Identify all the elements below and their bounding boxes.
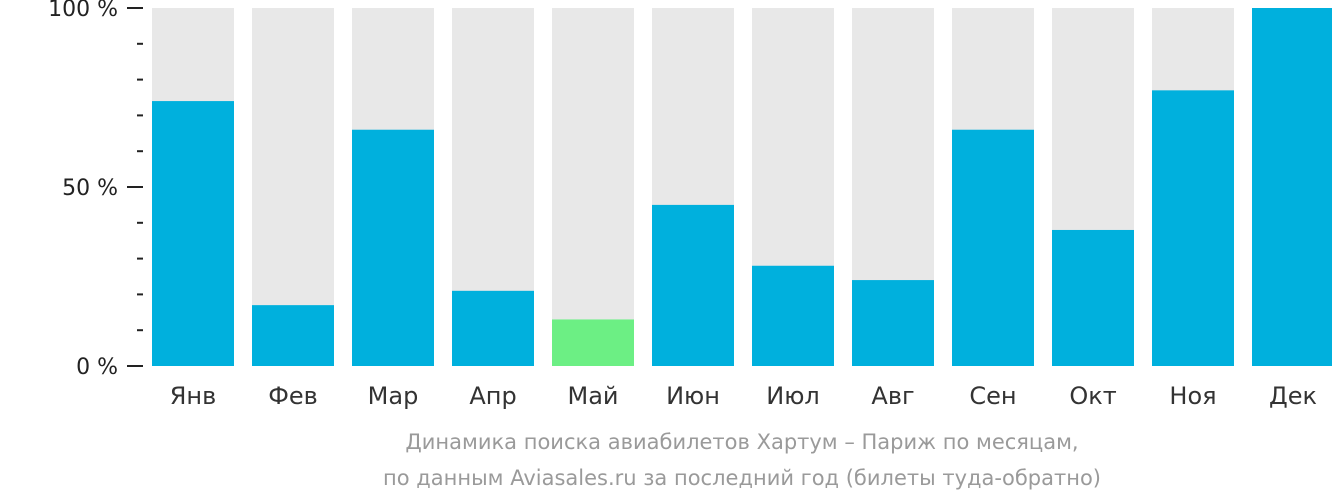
x-tick-label: Июл — [766, 382, 820, 410]
x-tick-label: Мар — [368, 382, 419, 410]
x-tick-label: Окт — [1069, 382, 1116, 410]
bar-track — [552, 8, 634, 366]
y-tick-label: 100 % — [48, 0, 118, 22]
y-tick-label: 50 % — [62, 176, 118, 201]
caption-line-2: по данным Aviasales.ru за последний год … — [383, 466, 1101, 490]
bar — [1252, 8, 1332, 366]
x-tick-label: Фев — [268, 382, 318, 410]
y-tick-label: 0 % — [76, 355, 118, 380]
bar — [1152, 90, 1234, 366]
bar — [452, 290, 534, 366]
bar-chart: 100 % 50 % 0 % Янв Фев Мар Апр Май Июн Июл Авг Сен… — [48, 0, 1332, 410]
bar — [252, 305, 334, 366]
bar — [552, 319, 634, 366]
x-tick-label: Ноя — [1169, 382, 1216, 410]
x-tick-label: Июн — [666, 382, 720, 410]
x-tick-label: Авг — [871, 382, 914, 410]
bar — [1052, 229, 1134, 366]
bars — [152, 8, 1332, 366]
x-tick-label: Май — [567, 382, 618, 410]
bar — [352, 129, 434, 366]
x-axis-labels: Янв Фев Мар Апр Май Июн Июл Авг Сен Окт Ноя Дек — [170, 382, 1317, 410]
x-tick-label: Дек — [1269, 382, 1317, 410]
caption-line-1: Динамика поиска авиабилетов Хартум – Пар… — [405, 430, 1079, 454]
x-tick-label: Янв — [170, 382, 217, 410]
bar — [952, 129, 1034, 366]
bar — [852, 280, 934, 366]
y-axis: 100 % 50 % 0 % — [48, 0, 143, 380]
bar — [652, 204, 734, 366]
x-tick-label: Сен — [969, 382, 1016, 410]
bar — [752, 265, 834, 366]
x-tick-label: Апр — [469, 382, 516, 410]
bar — [152, 101, 234, 366]
